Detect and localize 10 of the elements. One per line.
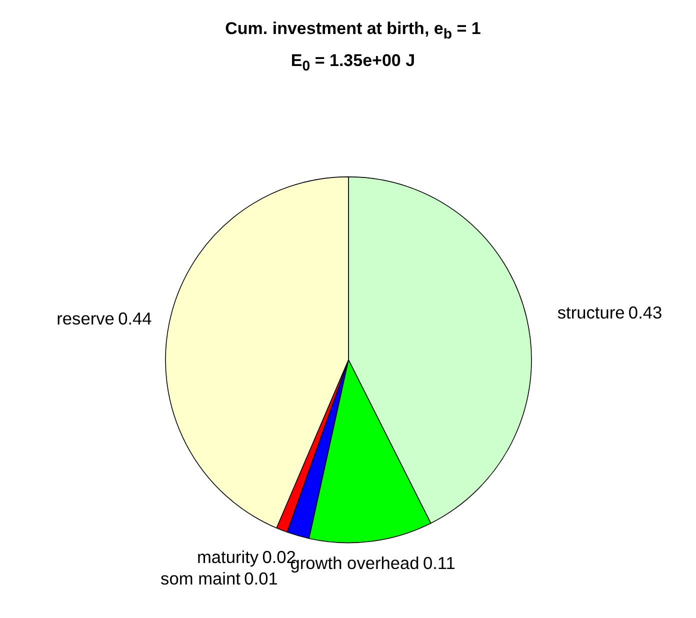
- data-label: 0.44: [118, 308, 152, 329]
- data-label: 0.11: [422, 553, 456, 574]
- slice-label: structure: [557, 302, 625, 322]
- chart-subtitle: E$_{0}$ = 1.35e+00 J: [290, 50, 416, 76]
- slice-label: maturity: [196, 546, 259, 567]
- data-label: 0.01: [244, 568, 278, 589]
- chart-title: Cum. investment at birth, e$_{b}$ = 1: [225, 18, 481, 44]
- slice-label: reserve: [56, 308, 114, 329]
- slice-label: som maint: [160, 568, 241, 589]
- data-label: 0.43: [628, 302, 662, 322]
